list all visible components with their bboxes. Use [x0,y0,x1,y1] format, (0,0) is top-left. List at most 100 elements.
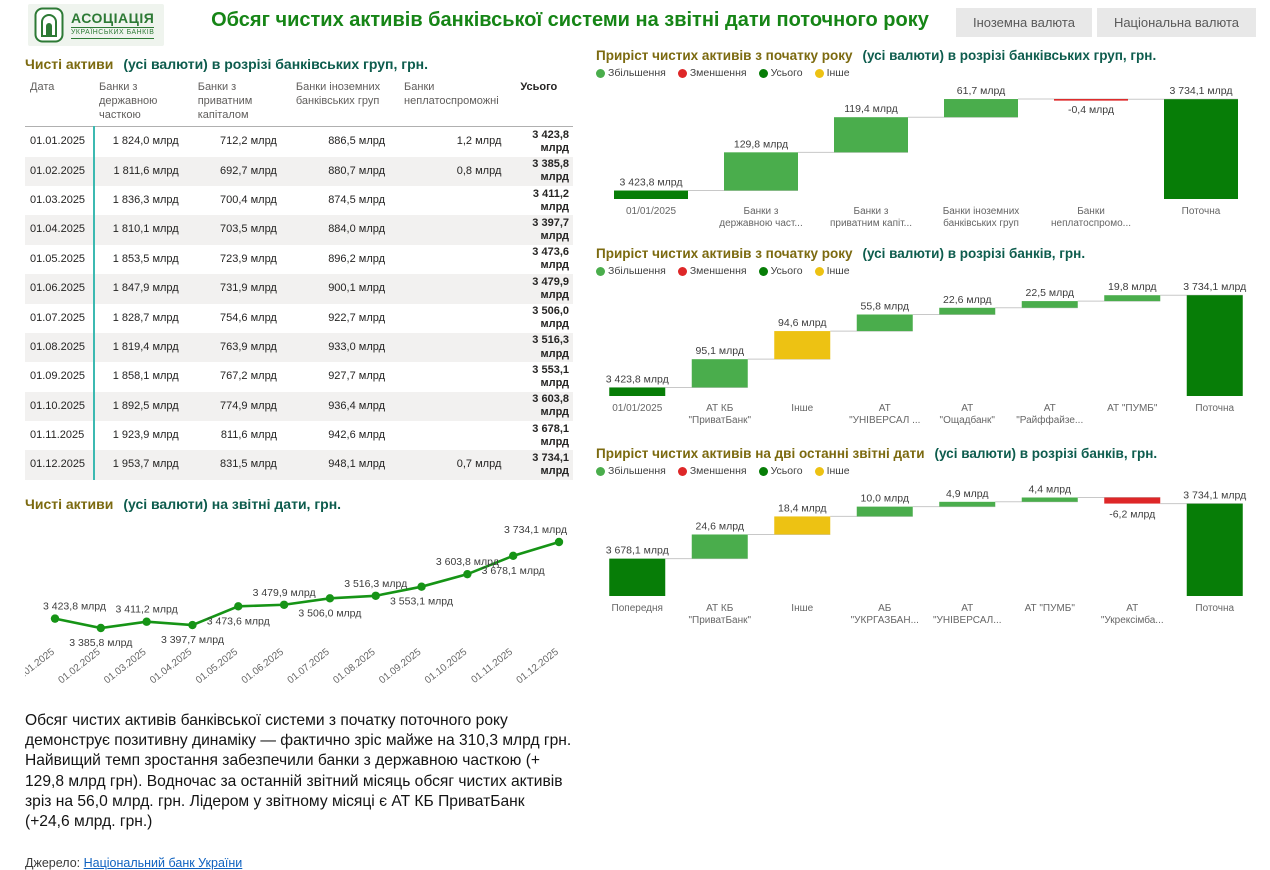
data-point[interactable] [463,569,472,579]
waterfall-bar[interactable] [724,152,798,191]
data-point[interactable] [188,620,197,630]
source-label: Джерело: [25,856,81,870]
point-label: 3 678,1 млрд [482,565,545,577]
waterfall-bar[interactable] [939,501,996,507]
legend-item[interactable]: Збільшення [596,265,666,277]
column-header[interactable]: Усього [515,79,573,128]
page-title: Обсяг чистих активів банківської системи… [211,9,929,31]
data-point[interactable] [279,600,289,609]
category-label: Інше [791,603,813,614]
legend-item[interactable]: Інше [814,265,850,277]
waterfall-bar[interactable] [691,534,748,559]
waterfall-bar[interactable] [856,314,913,332]
wf1-title-accent: Приріст чистих активів з початку року [596,48,853,63]
category-label: "ПриватБанк" [688,415,751,426]
table-row[interactable]: 01.10.2025 1 892,5 млрд 774,9 млрд 936,4 мл… [25,391,573,421]
waterfall-bar[interactable] [1104,497,1161,504]
category-label: АТ КБ [706,403,734,414]
national-currency-button[interactable]: Національна валюта [1096,8,1256,37]
net-assets-table[interactable]: Дата Банки з державною часткою Банки з при… [25,79,573,480]
legend-item[interactable]: Усього [758,67,803,79]
category-label: "Укрексімба... [1101,614,1164,626]
table-row[interactable]: 01.07.2025 1 828,7 млрд 754,6 млрд 922,7 мл… [25,303,573,333]
waterfall-bar[interactable] [774,331,831,360]
table-row[interactable]: 01.01.2025 1 824,0 млрд 712,2 млрд 886,5 мл… [25,126,573,157]
foreign-currency-button[interactable]: Іноземна валюта [955,8,1092,37]
legend-item[interactable]: Збільшення [596,67,666,79]
table-row[interactable]: 01.02.2025 1 811,6 млрд 692,7 млрд 880,7 мл… [25,156,573,186]
legend-dot-icon [758,266,768,276]
data-point[interactable] [96,623,106,632]
wf3-title-rest: (усі валюти) в розрізі банків, грн. [934,446,1158,461]
waterfall-bar[interactable] [774,516,831,535]
table-row[interactable]: 01.04.2025 1 810,1 млрд 703,5 млрд 884,0 мл… [25,215,573,245]
data-point[interactable] [50,614,60,623]
bar-value-label: 4,4 млрд [1028,483,1071,495]
point-label: 3 516,3 млрд [344,578,407,590]
waterfall-banks-month[interactable]: 3 678,1 млрд Попередня 24,6 млрд АТ КБ"Прив… [596,478,1256,630]
line-chart[interactable]: 3 423,8 млрд 01.01.2025 3 385,8 млрд01.02.… [11,512,573,692]
waterfall-bar[interactable] [856,506,913,517]
legend-item[interactable]: Зменшення [677,465,747,477]
data-point[interactable] [325,593,335,603]
data-point[interactable] [417,582,426,591]
data-point[interactable] [554,537,564,546]
legend-item[interactable]: Зменшення [677,67,747,79]
waterfall-bar[interactable] [1186,295,1243,396]
legend-item[interactable]: Інше [814,67,850,79]
waterfall-bar[interactable] [1104,295,1161,302]
bar-value-label: 129,8 млрд [734,138,788,150]
legend-item[interactable]: Усього [758,465,803,477]
value-cell: 1 923,9 млрд [112,429,179,442]
waterfall-bar[interactable] [1186,503,1243,596]
waterfall-bar[interactable] [1021,301,1078,308]
logo-subtitle: УКРАЇНСЬКИХ БАНКІВ [71,27,155,39]
waterfall-bar[interactable] [609,387,666,396]
value-cell: 754,6 млрд [220,311,277,324]
table-row[interactable]: 01.08.2025 1 819,4 млрд 763,9 млрд 933,0 мл… [25,332,573,363]
table-row[interactable]: 01.06.2025 1 847,9 млрд 731,9 млрд 900,1 мл… [25,274,573,304]
legend-item[interactable]: Зменшення [677,265,747,277]
x-axis-label: 01.09.2025 [377,646,424,686]
column-header[interactable]: Банки іноземних банківських груп [290,79,400,128]
date-cell: 01.11.2025 [25,421,95,451]
table-row[interactable]: 01.11.2025 1 923,9 млрд 811,6 млрд 942,6 мл… [25,421,573,451]
legend-item[interactable]: Інше [814,465,850,477]
waterfall-bar[interactable] [939,307,996,315]
column-header[interactable]: Дата [25,79,94,128]
date-cell: 01.01.2025 [25,126,95,157]
table-row[interactable]: 01.03.2025 1 836,3 млрд 700,4 млрд 874,5 мл… [25,186,573,216]
waterfall-bar[interactable] [1054,99,1128,101]
waterfall-bar[interactable] [614,190,688,199]
waterfall-bar[interactable] [609,558,666,596]
column-header[interactable]: Банки з приватним капіталом [192,79,291,128]
waterfall-groups-title: Приріст чистих активів з початку року (ус… [596,48,1264,63]
column-header[interactable]: Банки з державною часткою [94,79,193,128]
x-axis-label: 01.05.2025 [194,646,241,686]
currency-toggle-group: Іноземна валюта Національна валюта [955,8,1256,37]
column-header[interactable]: Банки неплатоспроможні [399,79,516,128]
table-row[interactable]: 01.12.2025 1 953,7 млрд 831,5 млрд 948,1 мл… [25,450,573,480]
table-row[interactable]: 01.09.2025 1 858,1 млрд 767,2 млрд 927,7 мл… [25,362,573,392]
waterfall-bar[interactable] [1021,497,1078,502]
data-point[interactable] [142,617,151,626]
data-point[interactable] [371,591,380,600]
legend-item[interactable]: Збільшення [596,465,666,477]
value-cell: 831,5 млрд [220,458,277,471]
waterfall-bar[interactable] [691,359,748,388]
waterfall-bar[interactable] [834,117,908,153]
legend-dot-icon [814,68,824,78]
source-link[interactable]: Національний банк України [83,856,243,870]
waterfall-banks-ytd[interactable]: 3 423,8 млрд 01/01/2025 95,1 млрд АТ КБ"При… [596,278,1256,430]
waterfall-bar[interactable] [944,99,1018,118]
data-point[interactable] [234,601,243,611]
legend-dot-icon [596,68,605,78]
legend-item[interactable]: Усього [758,265,803,277]
line-chart-title: Чисті активи (усі валюти) на звітні дати,… [25,496,573,512]
data-point[interactable] [508,551,518,560]
table-row[interactable]: 01.05.2025 1 853,5 млрд 723,9 млрд 896,2 мл… [25,244,573,275]
value-cell: 692,7 млрд [220,164,277,177]
category-label: "УКРГАЗБАН... [851,615,919,626]
waterfall-bar[interactable] [1164,99,1238,199]
